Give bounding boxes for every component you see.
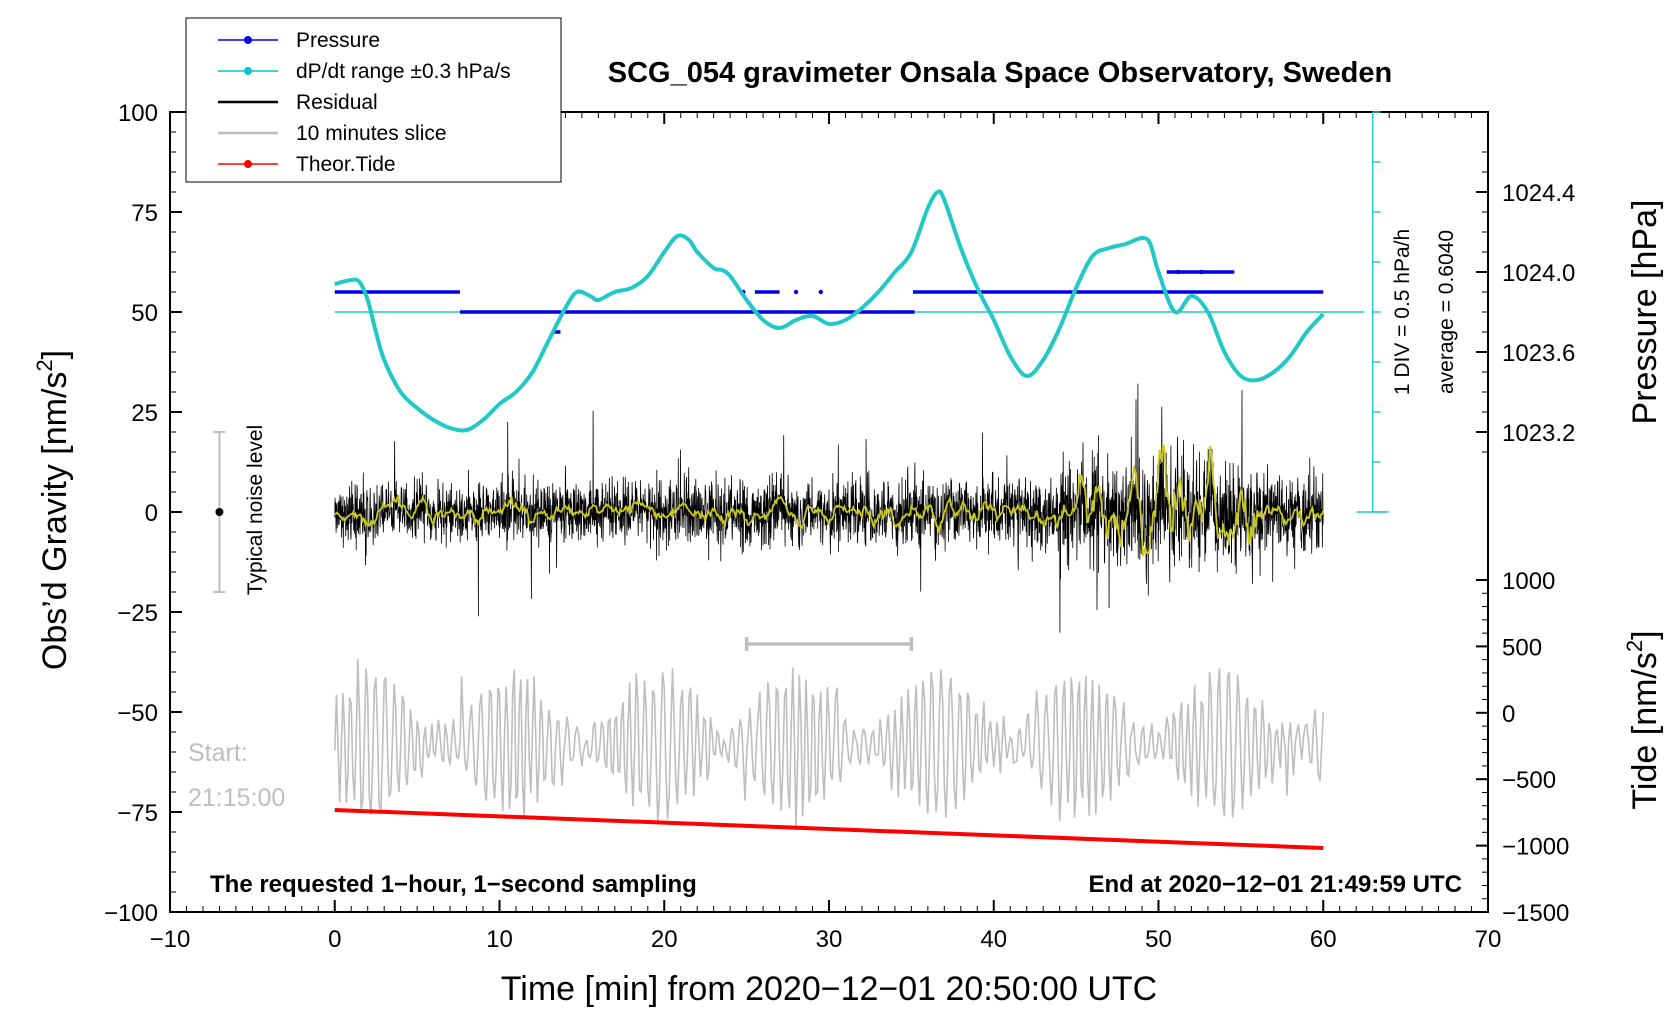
tide-tick-label: 500 xyxy=(1502,634,1542,661)
tide-line xyxy=(334,808,1324,850)
y-tick-label: 50 xyxy=(131,300,158,327)
tide-tick-label: −1000 xyxy=(1502,834,1569,861)
y-axis-label-pressure: Pressure [hPa] xyxy=(1626,200,1664,425)
data-layer xyxy=(334,189,1365,850)
y-axis-label-left: Obs’d Gravity [nm/s2] xyxy=(32,350,74,670)
y-axis-label-left-sup: 2 xyxy=(32,359,57,371)
slice-series xyxy=(334,658,1325,828)
y-tick-label: 0 xyxy=(145,500,158,527)
x-tick-label: −10 xyxy=(150,926,191,953)
residual-series xyxy=(334,383,1324,633)
y-axis-label-tide-sup: 2 xyxy=(1622,640,1647,652)
start-time-label: 21:15:00 xyxy=(188,784,285,812)
pressure-dot xyxy=(818,289,823,295)
legend-marker xyxy=(244,160,252,168)
legend-label: dP/dt range ±0.3 hPa/s xyxy=(296,60,511,83)
axis-ticks: −10 0 10 20 30 40 50 60 70−100−75−50−25025507510… xyxy=(104,100,1575,953)
chart-title: SCG_054 gravimeter Onsala Space Observat… xyxy=(608,57,1392,89)
y-tick-label: 25 xyxy=(131,400,158,427)
smoothed-series xyxy=(334,442,1325,557)
x-tick-label: 70 xyxy=(1475,926,1502,953)
y-tick-label: −100 xyxy=(104,900,158,927)
legend-marker xyxy=(244,67,252,75)
y-tick-label: −75 xyxy=(117,800,158,827)
x-tick-label: 60 xyxy=(1310,926,1337,953)
x-axis-label: Time [min] from 2020−12−01 20:50:00 UTC xyxy=(501,970,1157,1008)
footer-right-label: End at 2020−12−01 21:49:59 UTC xyxy=(1088,871,1462,898)
y-tick-label: −25 xyxy=(117,600,158,627)
legend-label: Pressure xyxy=(296,29,380,52)
noise-bar-dot xyxy=(215,508,224,516)
pressure-tick-label: 1023.2 xyxy=(1502,420,1575,447)
x-tick-label: 40 xyxy=(980,926,1007,953)
tide-tick-label: −500 xyxy=(1502,767,1556,794)
tide-tick-label: 0 xyxy=(1502,701,1515,728)
y-axis-label-tide: Tide [nm/s2] xyxy=(1622,630,1664,809)
legend: Pressure dP/dt range ±0.3 hPa/s Residual 10… xyxy=(185,17,562,183)
start-label: Start: xyxy=(188,739,248,767)
legend-box xyxy=(185,17,562,183)
y-tick-label: −50 xyxy=(117,700,158,727)
tide-tick-label: −1500 xyxy=(1502,900,1569,927)
legend-marker xyxy=(244,36,252,44)
overlay-layer xyxy=(213,111,1389,651)
y-tick-label: 75 xyxy=(131,200,158,227)
x-tick-label: 30 xyxy=(816,926,843,953)
legend-label: Theor.Tide xyxy=(296,153,396,176)
x-tick-label: 0 xyxy=(328,926,341,953)
x-tick-label: 10 xyxy=(486,926,513,953)
pressure-curve xyxy=(334,189,1325,433)
pressure-tick-label: 1023.6 xyxy=(1502,340,1575,367)
noise-level-label: Typical noise level xyxy=(244,425,267,595)
tide-tick-label: 1000 xyxy=(1502,568,1555,595)
scale-div-label: 1 DIV = 0.5 hPa/h xyxy=(1391,229,1414,395)
x-tick-label: 20 xyxy=(651,926,678,953)
footer-left-label: The requested 1−hour, 1−second sampling xyxy=(210,871,697,898)
pressure-dot xyxy=(793,289,799,295)
y-tick-label: 100 xyxy=(118,100,158,127)
pressure-tick-label: 1024.4 xyxy=(1502,180,1575,207)
pressure-tick-label: 1024.0 xyxy=(1502,260,1575,287)
legend-label: Residual xyxy=(296,91,378,114)
legend-label: 10 minutes slice xyxy=(296,122,447,145)
pressure-dot xyxy=(1199,269,1204,275)
pressure-dot xyxy=(1176,269,1181,275)
scale-average-label: average = 0.6040 xyxy=(1435,230,1458,394)
x-tick-label: 50 xyxy=(1145,926,1172,953)
